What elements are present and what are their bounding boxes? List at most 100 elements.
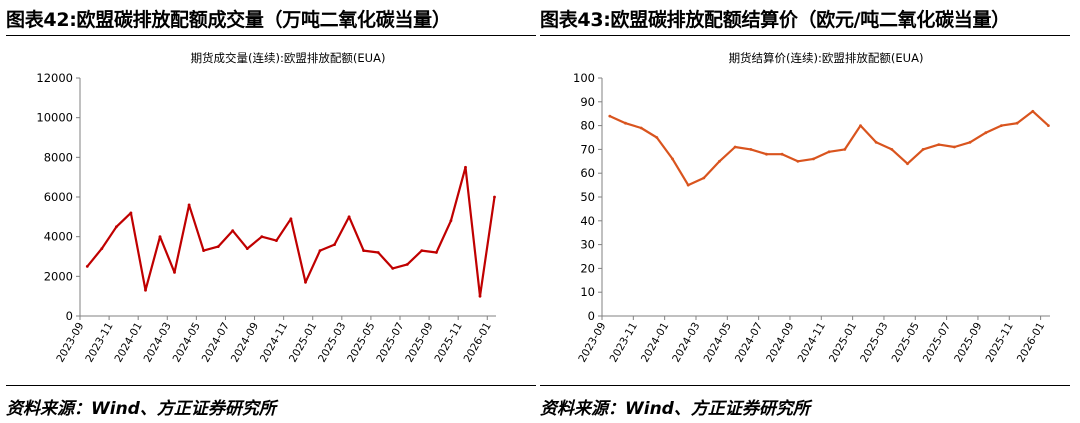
y-tick-label: 60 [580,166,595,180]
data-point [874,140,878,144]
x-tick-label: 2025-01 [827,321,859,365]
x-tick-label: 2025-05 [890,321,922,365]
chart-title: 期货成交量(连续):欧盟排放配额(EUA) [191,51,386,65]
data-point [1015,121,1019,125]
data-point [639,126,643,130]
bottom-rule [6,385,536,386]
data-point [655,136,659,139]
y-tick-label: 50 [580,190,595,204]
data-point [464,165,467,169]
x-tick-label: 2024-11 [258,321,290,365]
data-point [890,148,894,151]
y-tick-label: 70 [580,142,595,156]
data-point [187,203,191,207]
y-tick-label: 8000 [44,150,73,164]
x-tick-label: 2024-05 [171,321,203,365]
x-tick-label: 2024-05 [702,321,734,365]
data-point [85,265,89,268]
x-tick-label: 2025-03 [858,321,890,365]
x-tick-label: 2023-11 [608,321,640,365]
price-chart: 期货结算价(连续):欧盟排放配额(EUA) 0 10 20 30 40 50 60 70 80 90… [573,51,1050,365]
data-point [289,217,293,221]
x-tick-label: 2026-01 [1015,321,1047,365]
x-tick-label: 2024-03 [670,321,702,365]
data-point [733,145,737,149]
y-tick-label: 20 [580,261,595,275]
y-tick-label: 90 [580,95,595,109]
x-tick-label: 2023-09 [576,321,608,365]
data-point [780,152,784,156]
data-point [937,143,941,146]
data-point [843,148,847,151]
data-point [749,148,753,151]
y-tick-label: 6000 [44,190,73,204]
x-tick-label: 2025-09 [952,321,984,365]
x-tick-label: 2025-11 [984,320,1016,364]
data-point [671,157,674,161]
figure-title: 图表42:欧盟碳排放配额成交量（万吨二氧化碳当量） [6,9,451,31]
data-point [953,145,956,149]
x-tick-label: 2024-01 [112,321,144,365]
data-point [318,249,322,253]
data-point [115,225,118,229]
data-point [231,229,235,233]
data-point [478,294,482,298]
x-tick-label: 2025-07 [921,321,953,365]
figure-panel-volume: 图表42:欧盟碳排放配额成交量（万吨二氧化碳当量） 期货成交量(连续):欧盟排放… [6,0,536,423]
data-point [216,245,220,249]
data-point [608,114,612,118]
y-tick-label: 10 [580,285,595,299]
x-tick-label: 2024-11 [796,321,828,365]
series-line [609,110,1050,187]
data-point [984,131,988,135]
data-point [718,159,721,163]
data-point [391,267,395,270]
data-point [1000,124,1003,127]
data-point [158,235,162,239]
data-point [260,235,264,239]
data-point [765,152,768,156]
data-point [686,183,690,187]
x-tick-label: 2025-01 [287,321,319,365]
data-point [333,243,336,247]
data-point [275,239,278,243]
volume-chart: 期货成交量(连续):欧盟排放配额(EUA) 0 2000 4000 6000 8000 10… [36,51,496,365]
data-point [702,176,706,180]
data-point [100,247,104,251]
data-point [245,247,249,251]
data-point [968,140,972,144]
y-tick-label: 12000 [36,71,73,85]
data-point [827,150,831,154]
source-note: 资料来源：Wind、方正证券研究所 [540,399,810,419]
data-point [405,263,409,266]
y-tick-label: 30 [580,238,595,252]
x-tick-label: 2026-01 [462,320,494,364]
y-tick-label: 80 [580,119,595,133]
bottom-rule [540,385,1070,386]
data-point [493,195,496,199]
y-tick-label: 10000 [36,111,73,125]
data-point [304,280,307,284]
x-tick-label: 2023-11 [83,321,115,365]
data-point [173,271,176,274]
data-point [347,215,351,219]
x-tick-label: 2025-09 [403,321,435,365]
data-point [1047,124,1050,127]
x-tick-label: 2025-11 [432,321,464,365]
x-tick-label: 2024-07 [733,321,765,365]
figure-title: 图表43:欧盟碳排放配额结算价（欧元/吨二氧化碳当量） [540,9,1010,31]
data-point [906,162,909,166]
data-point [376,251,380,254]
data-point [812,157,815,161]
data-point [144,288,147,292]
data-point [921,148,925,151]
figure-panel-price: 图表43:欧盟碳排放配额结算价（欧元/吨二氧化碳当量） 期货结算价(连续):欧盟… [540,0,1070,423]
data-point [129,211,133,215]
y-tick-label: 100 [573,71,595,85]
x-tick-label: 2023-09 [54,321,86,365]
x-tick-label: 2024-01 [639,321,671,365]
y-tick-label: 4000 [44,230,73,244]
top-rule [540,35,1070,36]
data-point [420,249,424,253]
x-tick-label: 2025-05 [345,321,377,365]
